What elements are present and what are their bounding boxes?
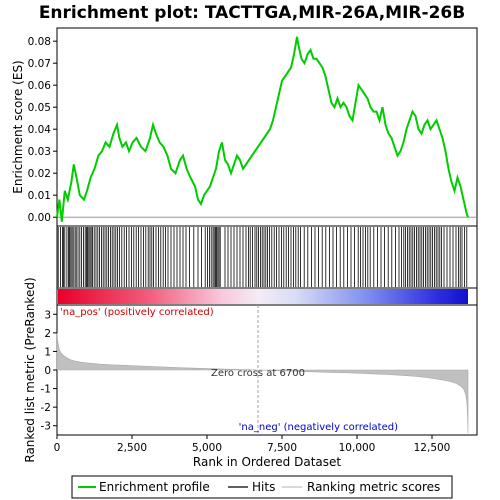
metric-y-axis-label: Ranked list metric (PreRanked) [23,277,37,462]
rank-gradient [58,289,468,304]
legend-label-hits: Hits [252,480,275,494]
hit-marks [57,227,468,287]
hits-panel [56,225,478,289]
negative-correlation-label: 'na_neg' (negatively correlated) [239,422,398,433]
x-axis-ticks: 0 2,500 5,000 7,500 10,000 12,500 [54,435,451,454]
es-y-tick-label: 0.06 [28,80,52,92]
enrichment-profile-line [56,36,469,222]
metric-y-tick-label: 2 [44,328,51,340]
es-y-tick-label: 0.03 [28,146,51,158]
es-y-tick-label: 0.00 [28,212,51,224]
metric-y-tick-label: 3 [44,309,51,321]
metric-y-tick-label: 0 [44,365,51,377]
es-panel: 0.00 0.01 0.02 0.03 0.04 0.05 0.06 0.07 0.08 Enr… [11,27,478,227]
ranking-metric-area [56,332,469,434]
es-y-axis-label: Enrichment score (ES) [11,60,25,193]
es-y-ticks: 0.00 0.01 0.02 0.03 0.04 0.05 0.06 0.07 0.08 [28,36,57,224]
es-y-tick-label: 0.08 [28,36,51,48]
x-axis-label: Rank in Ordered Dataset [193,455,341,469]
es-y-tick-label: 0.02 [28,168,51,180]
es-y-tick-label: 0.07 [28,58,51,70]
x-tick-label: 7,500 [267,442,297,454]
x-tick-label: 10,000 [339,442,376,454]
x-tick-label: 2,500 [117,442,147,454]
metric-y-tick-label: -3 [41,421,51,433]
rank-color-bar [56,287,478,306]
metric-y-tick-label: -1 [41,384,51,396]
metric-y-tick-label: 1 [44,346,51,358]
legend-box [71,475,453,499]
es-panel-frame [56,27,478,227]
legend-label-enrichment: Enrichment profile [99,480,210,494]
es-y-tick-label: 0.01 [28,190,51,202]
hits-panel-frame [56,225,478,289]
es-y-tick-label: 0.05 [28,102,51,114]
metric-y-tick-label: -2 [41,402,51,414]
chart-title: Enrichment plot: TACTTGA,MIR-26A,MIR-26B [39,3,465,23]
metric-y-ticks: 3 2 1 0 -1 -2 -3 [41,309,57,433]
zero-cross-label: Zero cross at 6700 [211,368,305,379]
x-tick-label: 5,000 [192,442,222,454]
metric-panel: 3 2 1 0 -1 -2 -3 'na_pos' (positively correlat… [23,277,478,463]
x-tick-label: 12,500 [414,442,451,454]
es-y-tick-label: 0.04 [28,124,52,136]
positive-correlation-label: 'na_pos' (positively correlated) [60,307,214,318]
legend: Enrichment profile Hits Ranking metric s… [71,475,453,499]
legend-label-metric: Ranking metric scores [307,480,440,494]
x-tick-label: 0 [54,442,61,454]
